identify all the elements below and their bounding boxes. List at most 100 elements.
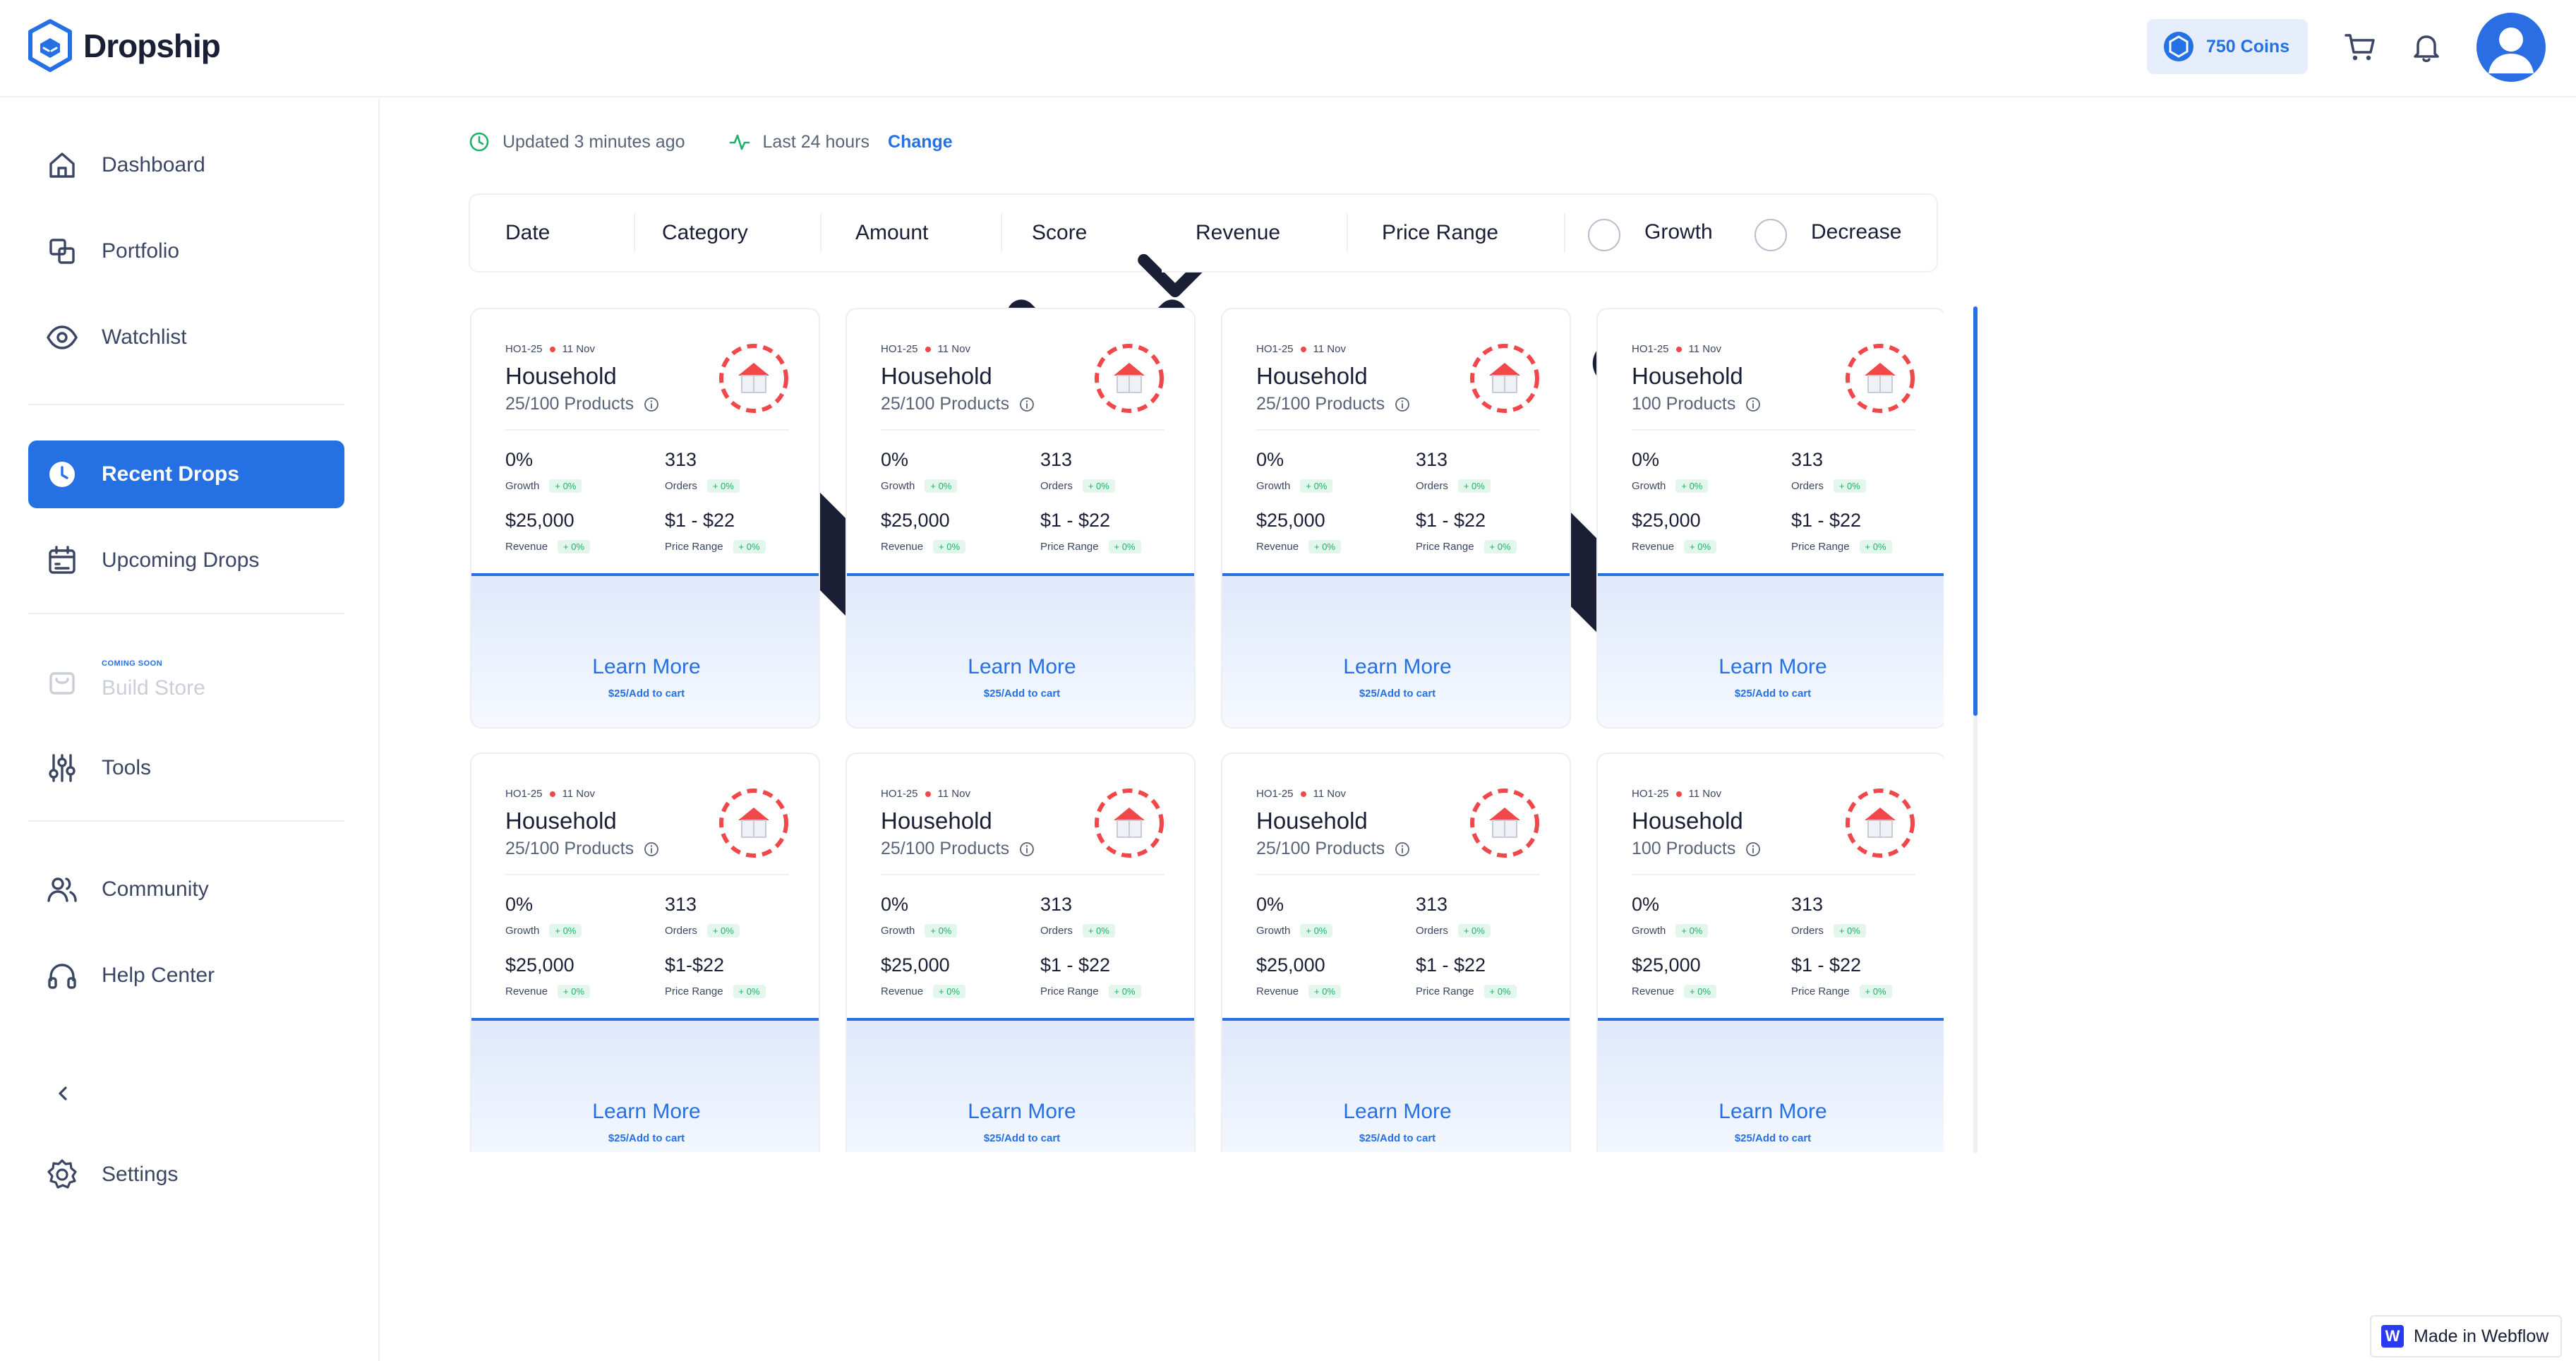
- drop-card[interactable]: HO1-25 11 Nov Household 25/100 Products …: [1221, 753, 1571, 1152]
- learn-more-link[interactable]: Learn More: [968, 1100, 1076, 1123]
- sidebar-item-dashboard[interactable]: Dashboard: [28, 131, 344, 199]
- stat-value: 313: [1416, 449, 1448, 470]
- learn-more-link[interactable]: Learn More: [968, 655, 1076, 678]
- learn-more-link[interactable]: Learn More: [592, 655, 701, 678]
- sidebar-item-help-center[interactable]: Help Center: [28, 942, 344, 1009]
- stat-value: $1 - $22: [1791, 954, 1862, 976]
- add-to-cart-link[interactable]: $25/Add to cart: [983, 688, 1061, 700]
- sidebar-item-community[interactable]: Community: [28, 856, 344, 923]
- stat-value: 313: [1040, 449, 1073, 470]
- stat-growth: 0% Growth + 0%: [1256, 894, 1333, 937]
- sidebar-item-tools[interactable]: Tools: [28, 734, 344, 802]
- filter-score[interactable]: Score: [1032, 195, 1087, 271]
- filter-label: Price Range: [1382, 221, 1499, 244]
- card-title: Household: [881, 808, 992, 834]
- card-meta: HO1-25 11 Nov: [881, 788, 970, 800]
- delta-chip: + 0%: [549, 924, 582, 937]
- stat-orders: 313 Orders + 0%: [665, 449, 740, 493]
- learn-more-link[interactable]: Learn More: [592, 1100, 701, 1123]
- card-footer: Learn More $25/Add to cart: [847, 573, 1194, 727]
- scrollbar[interactable]: [1973, 306, 1978, 1153]
- sidebar-item-upcoming-drops[interactable]: Upcoming Drops: [28, 527, 344, 594]
- drop-card[interactable]: HO1-25 11 Nov Household 25/100 Products …: [470, 308, 820, 729]
- cart-icon[interactable]: [2342, 28, 2378, 65]
- filter-price-range[interactable]: Price Range: [1382, 195, 1498, 271]
- growth-toggle[interactable]: [1588, 219, 1620, 251]
- drop-card[interactable]: HO1-25 11 Nov Household 25/100 Products …: [470, 753, 820, 1152]
- info-icon[interactable]: [1745, 397, 1761, 412]
- household-category-icon: [1846, 344, 1915, 413]
- status-dot: [1675, 346, 1682, 352]
- webflow-badge-label: Made in Webflow: [2414, 1326, 2549, 1346]
- stat-value: $1 - $22: [1416, 510, 1486, 531]
- delta-chip: + 0%: [1300, 924, 1333, 937]
- add-to-cart-link[interactable]: $25/Add to cart: [1359, 1132, 1436, 1144]
- filter-separator: [820, 213, 821, 253]
- drop-card[interactable]: HO1-25 11 Nov Household 100 Products 0% …: [1596, 308, 1944, 729]
- info-icon[interactable]: [1395, 841, 1410, 857]
- stat-label: Orders: [1040, 925, 1073, 937]
- change-range-link[interactable]: Change: [888, 131, 953, 152]
- sidebar-item-recent-drops[interactable]: Recent Drops: [28, 440, 344, 508]
- learn-more-link[interactable]: Learn More: [1343, 1100, 1452, 1123]
- sidebar-item-settings[interactable]: Settings: [28, 1141, 344, 1209]
- card-code: HO1-25: [1632, 343, 1669, 355]
- logo[interactable]: Dropship: [27, 18, 221, 73]
- add-to-cart-link[interactable]: $25/Add to cart: [1734, 1132, 1812, 1144]
- learn-more-link[interactable]: Learn More: [1719, 1100, 1827, 1123]
- decrease-toggle-label: Decrease: [1811, 220, 1902, 244]
- stat-revenue: $25,000 Revenue + 0%: [1256, 510, 1342, 553]
- add-to-cart-link[interactable]: $25/Add to cart: [1359, 688, 1436, 700]
- card-footer: Learn More $25/Add to cart: [847, 1018, 1194, 1152]
- card-footer: Learn More $25/Add to cart: [1222, 1018, 1570, 1152]
- collapse-chevron-left-icon[interactable]: [52, 1083, 73, 1104]
- coins-button[interactable]: 750 Coins: [2147, 19, 2308, 74]
- delta-chip: + 0%: [558, 985, 591, 998]
- filter-date[interactable]: Date: [505, 195, 550, 271]
- drop-card[interactable]: HO1-25 11 Nov Household 25/100 Products …: [1221, 308, 1571, 729]
- stat-value: 313: [1791, 894, 1824, 915]
- decrease-toggle[interactable]: [1755, 219, 1787, 251]
- learn-more-link[interactable]: Learn More: [1719, 655, 1827, 678]
- info-icon[interactable]: [1395, 397, 1410, 412]
- stat-orders: 313 Orders + 0%: [1416, 894, 1491, 937]
- card-products: 100 Products: [1632, 839, 1761, 859]
- stat-value: $25,000: [505, 510, 574, 531]
- info-icon[interactable]: [644, 841, 659, 857]
- info-icon[interactable]: [644, 397, 659, 412]
- filter-category[interactable]: Category: [662, 195, 748, 271]
- stat-orders: 313 Orders + 0%: [1791, 894, 1866, 937]
- stat-value: $1 - $22: [665, 510, 735, 531]
- add-to-cart-link[interactable]: $25/Add to cart: [608, 688, 685, 700]
- drop-card[interactable]: HO1-25 11 Nov Household 25/100 Products …: [845, 753, 1196, 1152]
- stat-label: Price Range: [1416, 985, 1474, 997]
- card-code: HO1-25: [505, 343, 543, 355]
- drop-card[interactable]: HO1-25 11 Nov Household 25/100 Products …: [845, 308, 1196, 729]
- stat-value: $1 - $22: [1040, 954, 1111, 976]
- learn-more-link[interactable]: Learn More: [1343, 655, 1452, 678]
- drop-card[interactable]: HO1-25 11 Nov Household 100 Products 0% …: [1596, 753, 1944, 1152]
- stat-label: Revenue: [881, 541, 924, 553]
- card-meta: HO1-25 11 Nov: [1632, 788, 1721, 800]
- gear-icon: [47, 1159, 77, 1189]
- user-avatar[interactable]: [2476, 13, 2546, 82]
- stat-label: Growth: [881, 925, 915, 937]
- bell-icon[interactable]: [2408, 28, 2445, 65]
- add-to-cart-link[interactable]: $25/Add to cart: [608, 1132, 685, 1144]
- info-icon[interactable]: [1019, 397, 1035, 412]
- updated-text: Updated 3 minutes ago: [502, 131, 685, 152]
- filter-amount[interactable]: Amount: [855, 195, 928, 271]
- sidebar-item-portfolio[interactable]: Portfolio: [28, 217, 344, 285]
- card-products: 25/100 Products: [1256, 839, 1410, 859]
- sidebar-item-watchlist[interactable]: Watchlist: [28, 304, 344, 371]
- info-icon[interactable]: [1019, 841, 1035, 857]
- filter-revenue[interactable]: Revenue: [1196, 195, 1280, 271]
- card-date: 11 Nov: [562, 343, 595, 355]
- stat-label: Price Range: [1040, 985, 1099, 997]
- made-in-webflow-badge[interactable]: W Made in Webflow: [2370, 1315, 2562, 1357]
- info-icon[interactable]: [1745, 841, 1761, 857]
- add-to-cart-link[interactable]: $25/Add to cart: [983, 1132, 1061, 1144]
- user-icon: [2488, 28, 2534, 73]
- add-to-cart-link[interactable]: $25/Add to cart: [1734, 688, 1812, 700]
- scrollbar-thumb[interactable]: [1973, 306, 1978, 716]
